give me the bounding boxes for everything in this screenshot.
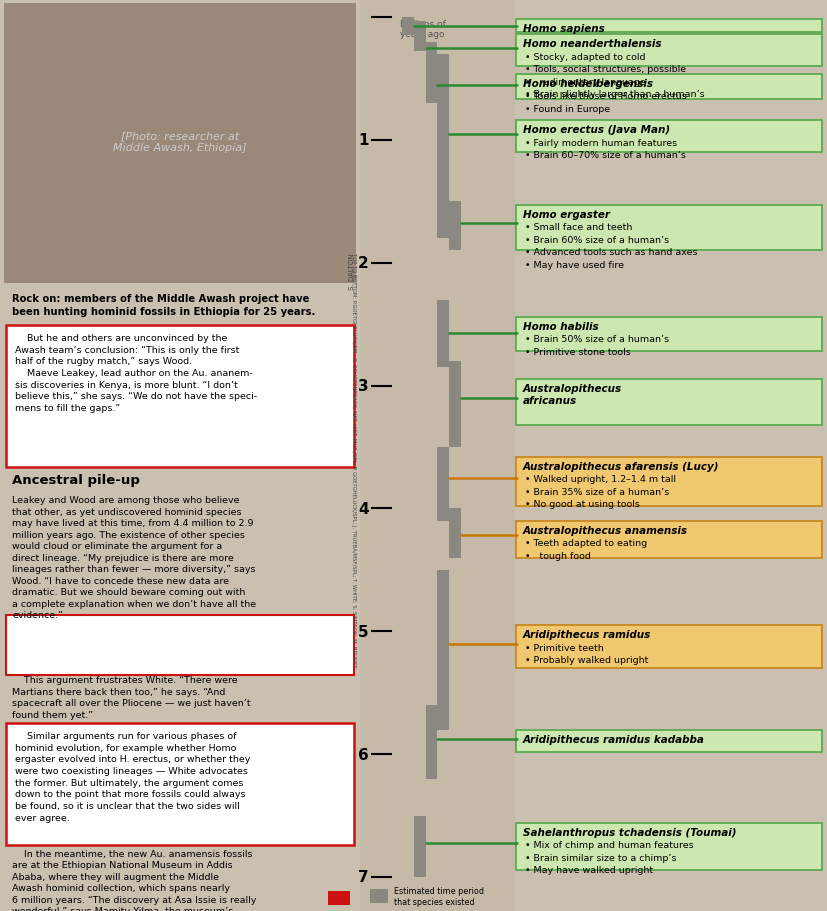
Text: 5: 5 (357, 624, 368, 640)
Text: 7: 7 (357, 869, 368, 885)
Text: Rock on: members of the Middle Awash project have
been hunting hominid fossils i: Rock on: members of the Middle Awash pro… (12, 293, 315, 316)
Text: • Found in Europe: • Found in Europe (524, 105, 609, 113)
Bar (437, 447, 448, 521)
Text: • Tools like those of Homo erectus: • Tools like those of Homo erectus (524, 92, 686, 101)
Bar (448, 202, 460, 251)
Text: TOP TO BOTTOM: P.GOETGHELUCK/SPL; O. SCHOTENBSACK; NAT. HIST. MUS./SPL; P. GOETG: TOP TO BOTTOM: P.GOETGHELUCK/SPL; O. SCH… (351, 252, 356, 667)
Text: • Brain 50% size of a human’s: • Brain 50% size of a human’s (524, 335, 668, 343)
Text: • Tools, social structures, possible: • Tools, social structures, possible (524, 65, 685, 74)
Text: • Mix of chimp and human features: • Mix of chimp and human features (524, 841, 693, 850)
Bar (402, 18, 414, 36)
FancyBboxPatch shape (515, 121, 821, 153)
Bar (369, 889, 388, 903)
FancyBboxPatch shape (6, 615, 354, 675)
Bar (425, 705, 437, 779)
Text: •   rudimentary language: • rudimentary language (524, 77, 645, 87)
Text: • No good at using tools: • No good at using tools (524, 500, 639, 508)
Text: • May have used fire: • May have used fire (524, 261, 623, 270)
Text: • Primitive stone tools: • Primitive stone tools (524, 347, 630, 356)
Text: 2: 2 (357, 256, 368, 271)
Text: Australopithecus
africanus: Australopithecus africanus (522, 384, 621, 405)
Text: •   tough food: • tough food (524, 551, 590, 560)
Text: [Photo: researcher at
Middle Awash, Ethiopia]: [Photo: researcher at Middle Awash, Ethi… (113, 131, 246, 153)
Text: Homo sapiens: Homo sapiens (522, 25, 604, 35)
Text: • May have walked upright: • May have walked upright (524, 865, 653, 875)
Bar (327, 891, 350, 905)
FancyBboxPatch shape (515, 730, 821, 752)
Bar (425, 43, 437, 104)
FancyBboxPatch shape (515, 75, 821, 100)
Text: 6: 6 (357, 747, 368, 762)
Bar (360, 0, 514, 911)
Bar (448, 362, 460, 447)
FancyBboxPatch shape (515, 626, 821, 669)
Text: • Primitive teeth: • Primitive teeth (524, 643, 603, 652)
Text: • Small face and teeth: • Small face and teeth (524, 223, 632, 232)
FancyBboxPatch shape (515, 36, 821, 67)
Text: Estimated time period
that species existed: Estimated time period that species exist… (394, 886, 483, 906)
Text: • Brain 60–70% size of a human’s: • Brain 60–70% size of a human’s (524, 151, 685, 160)
Text: • Fairly modern human features: • Fairly modern human features (524, 138, 676, 148)
Text: Homo ergaster: Homo ergaster (522, 210, 609, 220)
Text: Millions of
years ago: Millions of years ago (399, 20, 445, 39)
Text: Homo neanderthalensis: Homo neanderthalensis (522, 39, 660, 49)
Text: Similar arguments run for various phases of
hominid evolution, for example wheth: Similar arguments run for various phases… (15, 732, 250, 822)
Text: • Probably walked upright: • Probably walked upright (524, 655, 648, 664)
Text: Australopithecus afarensis (Lucy): Australopithecus afarensis (Lucy) (522, 461, 718, 471)
Bar (414, 815, 425, 877)
Text: Aridipithecus ramidus kadabba: Aridipithecus ramidus kadabba (522, 733, 704, 743)
Text: Sahelanthropus tchadensis (Toumai): Sahelanthropus tchadensis (Toumai) (522, 827, 735, 837)
Text: • Brain 35% size of a human’s: • Brain 35% size of a human’s (524, 487, 668, 496)
Text: This argument frustrates White. “There were
Martians there back then too,” he sa: This argument frustrates White. “There w… (12, 675, 251, 719)
Text: • Advanced tools such as hand axes: • Advanced tools such as hand axes (524, 248, 696, 257)
Bar (414, 22, 425, 52)
Bar (4, 4, 356, 283)
Text: Homo erectus (Java Man): Homo erectus (Java Man) (522, 125, 669, 135)
Text: • Brain 60% size of a human’s: • Brain 60% size of a human’s (524, 236, 668, 245)
Text: • Brain similar size to a chimp’s: • Brain similar size to a chimp’s (524, 853, 676, 862)
Text: Homo habilis: Homo habilis (522, 322, 597, 332)
Bar (448, 509, 460, 558)
FancyBboxPatch shape (515, 20, 821, 33)
Text: Australopithecus anamensis: Australopithecus anamensis (522, 525, 686, 535)
FancyBboxPatch shape (6, 325, 354, 467)
Text: • Walked upright, 1.2–1.4 m tall: • Walked upright, 1.2–1.4 m tall (524, 475, 675, 484)
Bar (437, 301, 448, 368)
Text: 4: 4 (357, 501, 368, 517)
FancyBboxPatch shape (515, 457, 821, 507)
Text: Ancestral pile-up: Ancestral pile-up (12, 474, 140, 486)
FancyBboxPatch shape (515, 521, 821, 558)
FancyBboxPatch shape (6, 723, 354, 845)
Text: But he and others are unconvinced by the
Awash team’s conclusion: “This is only : But he and others are unconvinced by the… (15, 333, 257, 413)
Text: 3: 3 (357, 379, 368, 394)
Text: Leakey and Wood are among those who believe
that other, as yet undiscovered homi: Leakey and Wood are among those who beli… (12, 496, 256, 619)
FancyBboxPatch shape (515, 823, 821, 870)
Text: S. DALTON: S. DALTON (349, 253, 355, 290)
Text: • Teeth adapted to eating: • Teeth adapted to eating (524, 538, 646, 548)
Text: Homo heidelbergensis: Homo heidelbergensis (522, 78, 652, 88)
FancyBboxPatch shape (515, 206, 821, 251)
Text: 1: 1 (357, 133, 368, 148)
Bar (437, 570, 448, 730)
Text: • Brain slightly larger than a human’s: • Brain slightly larger than a human’s (524, 90, 704, 99)
Text: Aridipithecus ramidus: Aridipithecus ramidus (522, 630, 650, 640)
Text: • Stocky, adapted to cold: • Stocky, adapted to cold (524, 53, 644, 62)
Text: In the meantime, the new Au. anamensis fossils
are at the Ethiopian National Mus: In the meantime, the new Au. anamensis f… (12, 849, 256, 911)
Bar (437, 55, 448, 239)
FancyBboxPatch shape (515, 317, 821, 352)
FancyBboxPatch shape (515, 380, 821, 425)
